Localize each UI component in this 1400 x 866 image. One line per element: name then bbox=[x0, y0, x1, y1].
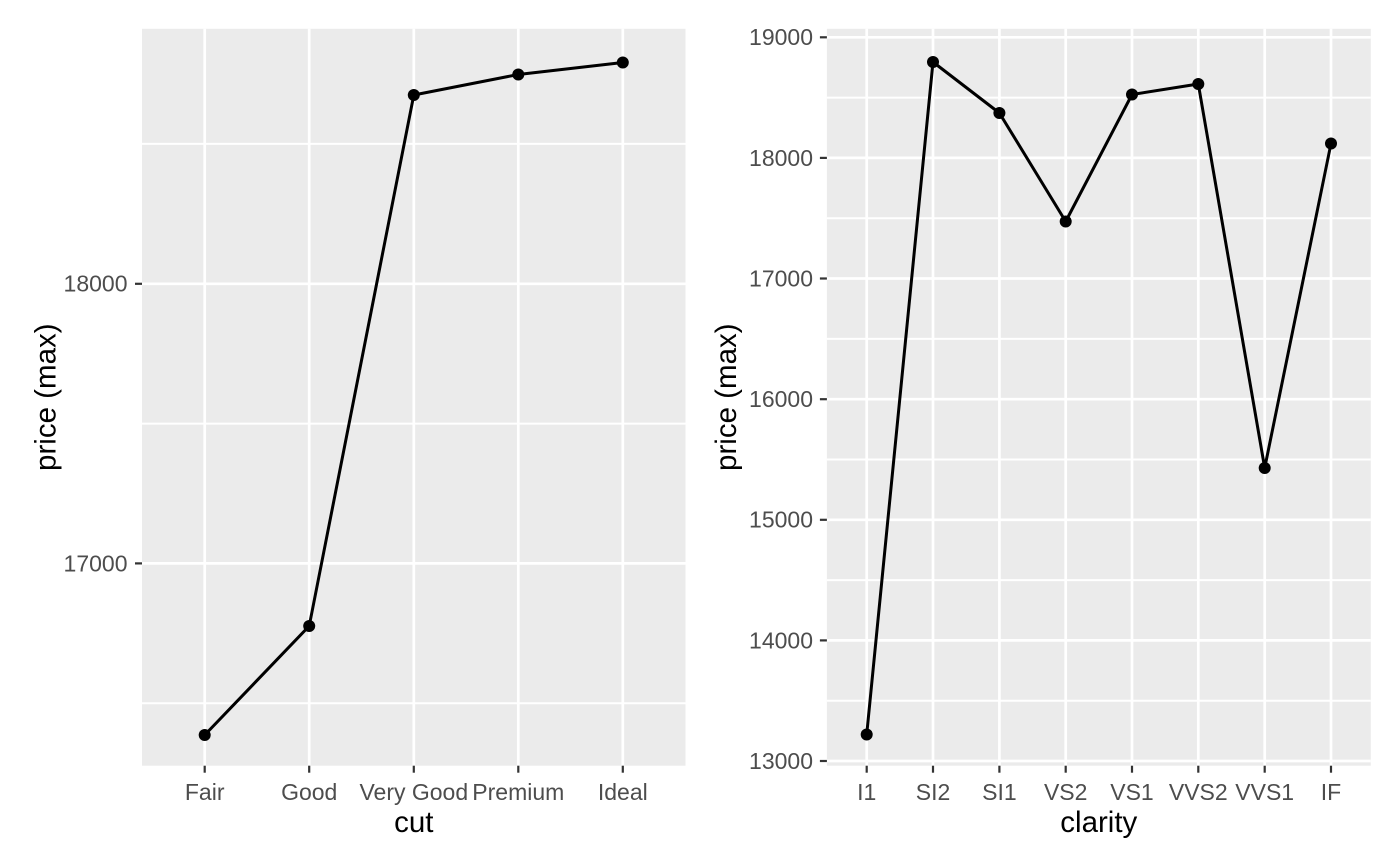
svg-text:SI2: SI2 bbox=[916, 779, 951, 805]
svg-text:Good: Good bbox=[281, 779, 337, 805]
svg-text:16000: 16000 bbox=[749, 386, 813, 412]
svg-text:VVS2: VVS2 bbox=[1169, 779, 1228, 805]
svg-text:cut: cut bbox=[394, 806, 433, 839]
svg-text:Fair: Fair bbox=[185, 779, 225, 805]
svg-text:19000: 19000 bbox=[749, 24, 813, 50]
svg-text:18000: 18000 bbox=[64, 271, 128, 297]
svg-text:14000: 14000 bbox=[749, 627, 813, 653]
svg-text:18000: 18000 bbox=[749, 145, 813, 171]
svg-text:15000: 15000 bbox=[749, 507, 813, 533]
svg-text:price (max): price (max) bbox=[710, 323, 743, 471]
svg-text:17000: 17000 bbox=[64, 550, 128, 576]
svg-text:Ideal: Ideal bbox=[598, 779, 648, 805]
svg-text:VVS1: VVS1 bbox=[1235, 779, 1294, 805]
svg-text:VS2: VS2 bbox=[1044, 779, 1087, 805]
svg-text:SI1: SI1 bbox=[982, 779, 1017, 805]
svg-text:Very Good: Very Good bbox=[359, 779, 468, 805]
svg-text:I1: I1 bbox=[857, 779, 876, 805]
svg-text:price (max): price (max) bbox=[30, 323, 63, 471]
svg-text:IF: IF bbox=[1321, 779, 1341, 805]
svg-text:clarity: clarity bbox=[1060, 806, 1137, 839]
svg-text:13000: 13000 bbox=[749, 748, 813, 774]
svg-text:VS1: VS1 bbox=[1110, 779, 1153, 805]
svg-text:Premium: Premium bbox=[472, 779, 564, 805]
svg-text:17000: 17000 bbox=[749, 265, 813, 291]
